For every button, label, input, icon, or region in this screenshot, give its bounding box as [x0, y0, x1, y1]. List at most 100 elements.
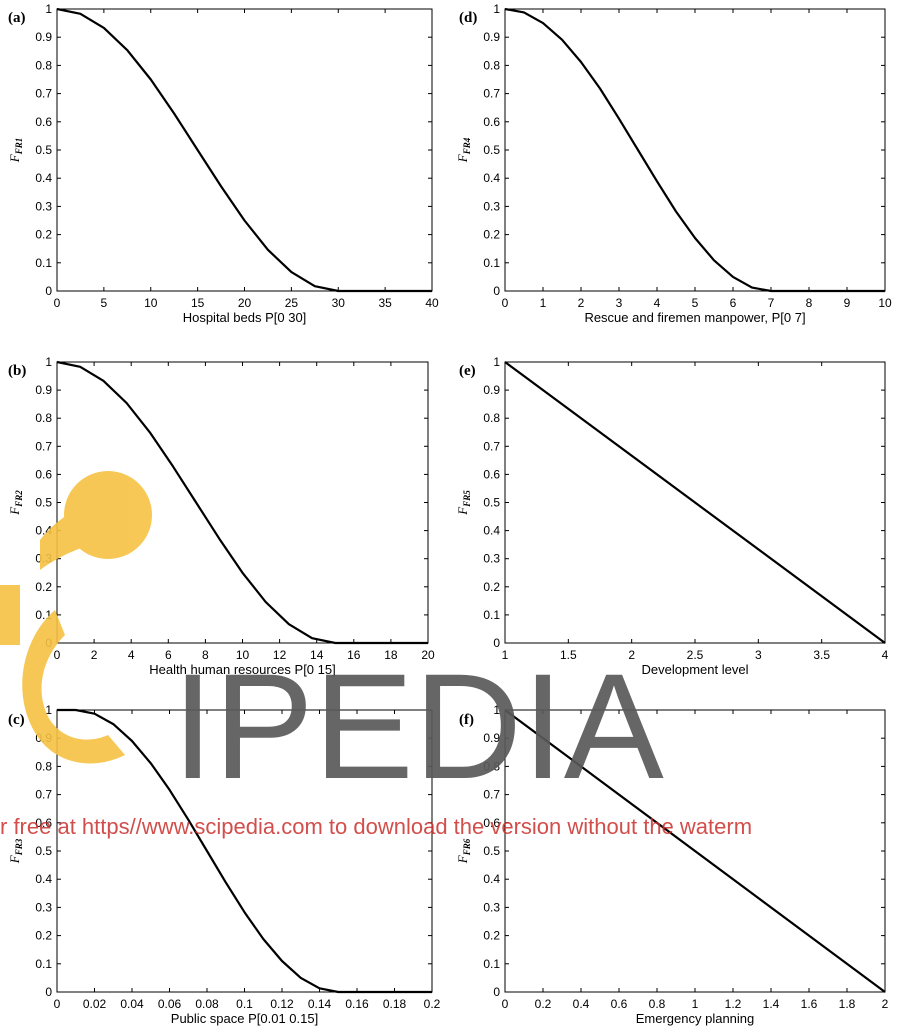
- panel-label: (d): [459, 10, 477, 26]
- x-tick-label: 20: [421, 648, 435, 662]
- x-tick-label: 18: [384, 648, 398, 662]
- y-tick-label: 0.5: [35, 496, 52, 510]
- x-tick-label: 30: [332, 296, 346, 310]
- x-tick-label: 10: [144, 296, 158, 310]
- y-tick-label: 1: [493, 2, 500, 16]
- y-tick-label: 0.9: [483, 383, 500, 397]
- x-tick-label: 12: [273, 648, 287, 662]
- x-tick-label: 0: [502, 296, 509, 310]
- x-tick-label: 0.04: [120, 997, 144, 1011]
- x-tick-label: 14: [310, 648, 324, 662]
- plot-frame: [504, 8, 886, 292]
- watermark: IPEDIA r free at https//www.scipedia.com …: [0, 471, 752, 839]
- x-tick-label: 1.6: [801, 997, 818, 1011]
- x-tick-label: 0: [54, 648, 61, 662]
- x-tick-label: 0.2: [424, 997, 441, 1011]
- y-tick-label: 0.9: [35, 30, 52, 44]
- y-tick-label: 0.3: [483, 199, 500, 213]
- x-tick-label: 2.5: [687, 648, 704, 662]
- y-tick-label: 0.6: [35, 467, 52, 481]
- x-tick-label: 1.2: [725, 997, 742, 1011]
- x-tick-label: 6: [730, 296, 737, 310]
- panel-label: (e): [459, 363, 476, 379]
- x-tick-label: 3: [755, 648, 762, 662]
- x-tick-label: 8: [202, 648, 209, 662]
- y-axis-label: FFR4: [455, 137, 472, 163]
- x-tick-label: 0: [54, 296, 61, 310]
- x-tick-label: 3.5: [813, 648, 830, 662]
- y-tick-label: 0.4: [483, 171, 500, 185]
- y-tick-label: 0.5: [35, 844, 52, 858]
- y-tick-label: 0.5: [483, 143, 500, 157]
- y-tick-label: 0.2: [483, 929, 500, 943]
- y-tick-label: 0.8: [35, 759, 52, 773]
- y-tick-label: 0.2: [483, 228, 500, 242]
- x-tick-label: 9: [844, 296, 851, 310]
- y-tick-label: 0.3: [483, 552, 500, 566]
- panel-label: (f): [459, 712, 474, 728]
- y-tick-label: 0.1: [483, 608, 500, 622]
- x-tick-label: 2: [882, 997, 889, 1011]
- x-tick-label: 10: [236, 648, 250, 662]
- watermark-notice: r free at https//www.scipedia.com to dow…: [0, 814, 752, 839]
- y-axis-label: FFR1: [7, 138, 24, 163]
- x-tick-label: 0.4: [573, 997, 590, 1011]
- y-tick-label: 0.1: [483, 957, 500, 971]
- x-axis-label: Emergency planning: [636, 1011, 755, 1026]
- y-tick-label: 0: [45, 985, 52, 999]
- scipedia-logo-icon: [0, 471, 152, 764]
- y-tick-label: 0.7: [35, 87, 52, 101]
- y-tick-label: 0.8: [35, 411, 52, 425]
- series-line: [57, 708, 432, 994]
- x-tick-label: 2: [628, 648, 635, 662]
- x-tick-label: 2: [578, 296, 585, 310]
- series-line: [56, 360, 428, 645]
- x-tick-label: 0.16: [345, 997, 369, 1011]
- y-tick-label: 0: [45, 284, 52, 298]
- x-tick-label: 5: [101, 296, 108, 310]
- y-tick-label: 0.2: [35, 580, 52, 594]
- panel-label: (c): [8, 712, 25, 728]
- y-tick-label: 1: [493, 703, 500, 717]
- x-tick-label: 0.1: [236, 997, 253, 1011]
- x-tick-label: 16: [347, 648, 361, 662]
- chart-panel-4: 00.10.20.30.40.50.60.70.80.910 1 2 3 4 5 6 7 8 9 1…: [455, 2, 892, 325]
- watermark-brand: IPEDIA: [172, 642, 664, 810]
- x-tick-label: 0: [502, 997, 509, 1011]
- y-tick-label: 1: [45, 2, 52, 16]
- x-tick-label: 5: [692, 296, 699, 310]
- x-tick-label: 15: [191, 296, 205, 310]
- y-tick-label: 0.1: [35, 957, 52, 971]
- chart-panels: 00.10.20.30.40.50.60.70.80.910 5 10 15 20 25 3…: [7, 2, 892, 1026]
- plot-frame: [56, 8, 433, 292]
- y-tick-label: 0.2: [483, 580, 500, 594]
- x-axis-label: Hospital beds P[0 30]: [183, 310, 307, 325]
- series-line: [504, 361, 886, 644]
- x-tick-label: 0.06: [158, 997, 182, 1011]
- y-tick-label: 1: [45, 355, 52, 369]
- series-line: [56, 7, 432, 293]
- y-tick-label: 0.6: [483, 467, 500, 481]
- x-axis-label: Rescue and firemen manpower, P[0 7]: [584, 310, 805, 325]
- y-tick-label: 0.8: [35, 58, 52, 72]
- panel-label: (a): [8, 10, 26, 26]
- y-axis-label: FFR2: [7, 490, 24, 516]
- y-tick-label: 0.2: [35, 228, 52, 242]
- x-tick-label: 0.14: [308, 997, 332, 1011]
- x-tick-label: 0.6: [611, 997, 628, 1011]
- y-tick-label: 0.3: [35, 900, 52, 914]
- x-tick-label: 1: [502, 648, 509, 662]
- y-axis-label: FFR5: [455, 490, 472, 516]
- y-tick-label: 0.4: [35, 171, 52, 185]
- x-tick-label: 4: [882, 648, 889, 662]
- series-line: [504, 709, 886, 993]
- y-tick-label: 0.4: [35, 872, 52, 886]
- series-line: [504, 7, 885, 293]
- y-tick-label: 0.3: [483, 900, 500, 914]
- chart-panel-1: 00.10.20.30.40.50.60.70.80.910 5 10 15 20 25 3…: [7, 2, 439, 325]
- y-tick-label: 0.7: [483, 439, 500, 453]
- y-tick-label: 0.4: [483, 872, 500, 886]
- y-tick-label: 0.8: [483, 411, 500, 425]
- y-tick-label: 0.4: [483, 524, 500, 538]
- y-tick-label: 0.8: [483, 759, 500, 773]
